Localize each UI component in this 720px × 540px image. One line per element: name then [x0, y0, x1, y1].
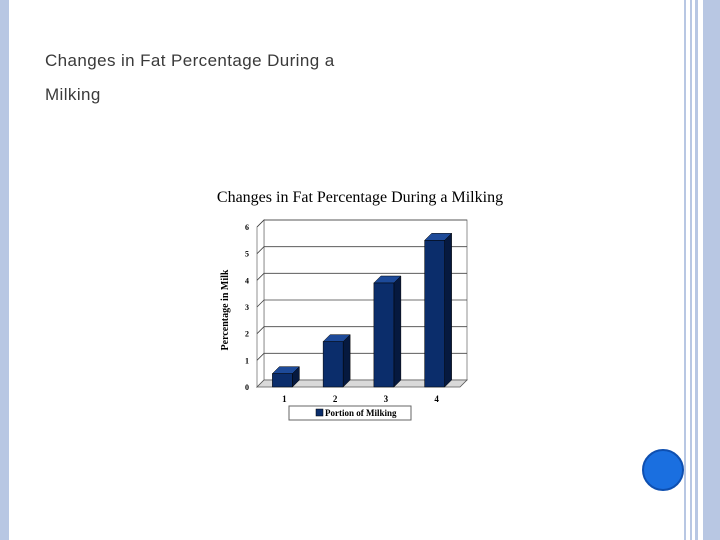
y-tick-label: 3: [245, 303, 249, 312]
legend: Portion of Milking: [288, 405, 412, 421]
gridline: [256, 219, 467, 228]
bar-chart: Changes in Fat Percentage During a Milki…: [217, 189, 503, 421]
decorative-circle: [642, 449, 684, 491]
legend-swatch: [315, 408, 324, 417]
chart-title: Changes in Fat Percentage During a Milki…: [217, 189, 503, 206]
y-tick-label: 1: [245, 356, 249, 365]
y-tick-label: 0: [245, 383, 249, 392]
gridline: [256, 272, 467, 281]
slide-title-line-1: Changes in Fat Percentage During a: [45, 51, 335, 70]
x-tick-label: 1: [282, 394, 287, 404]
bar-side: [393, 275, 402, 388]
slide-title-line-2: Milking: [45, 85, 101, 104]
bar: [424, 240, 445, 388]
left-accent-bar: [0, 0, 9, 540]
x-tick-label: 3: [384, 394, 389, 404]
chart-container: Changes in Fat Percentage During a Milki…: [170, 180, 550, 430]
y-tick-label: 6: [245, 223, 249, 232]
bar-side: [444, 232, 452, 388]
x-tick-label: 4: [434, 394, 439, 404]
gridline: [256, 246, 467, 254]
y-tick-label: 2: [245, 330, 249, 339]
y-tick-label: 4: [245, 276, 249, 285]
legend-label: Portion of Milking: [325, 408, 397, 418]
slide-title: Changes in Fat Percentage During a Milki…: [45, 44, 605, 112]
y-tick-label: 5: [245, 250, 249, 259]
y-axis-label: Percentage in Milk: [220, 269, 231, 350]
plot-area: 0 1 2 3 4 5 6 1 2 3 4: [245, 219, 468, 404]
bar-side: [342, 334, 351, 388]
x-tick-label: 2: [333, 394, 338, 404]
right-accent-stripes: [682, 0, 720, 540]
bar: [322, 341, 344, 388]
bar: [373, 282, 395, 388]
bar: [272, 373, 293, 388]
